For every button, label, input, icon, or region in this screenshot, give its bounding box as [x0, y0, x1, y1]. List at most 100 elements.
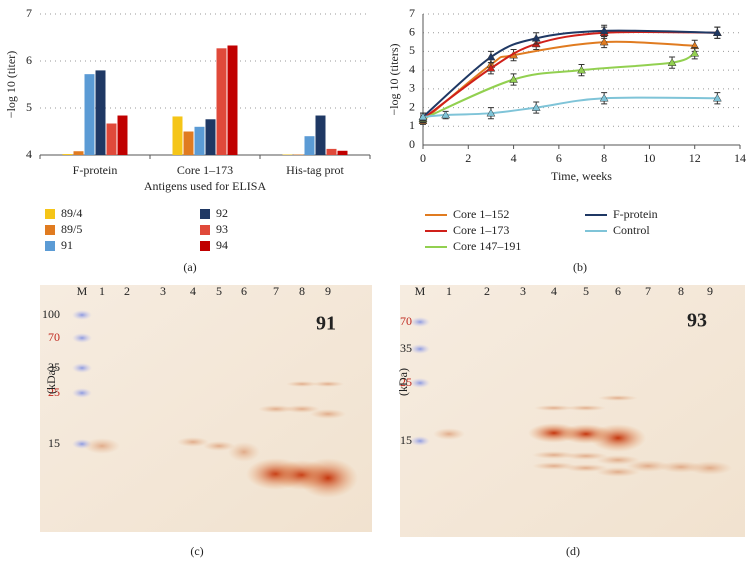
ladder-band [72, 363, 92, 373]
gel-band [298, 458, 358, 498]
point [712, 93, 722, 102]
x-tick-label: 0 [420, 151, 426, 165]
gel-band [312, 381, 344, 387]
legend-label: 94 [216, 238, 228, 252]
point [599, 26, 609, 35]
y-axis-label: −log 10 (titers) [387, 43, 401, 115]
bar [172, 116, 183, 155]
marker-label: 70 [400, 314, 412, 328]
lane-label: 2 [484, 284, 490, 298]
legend-label: Control [613, 223, 650, 237]
bar [205, 119, 216, 155]
lane-label: 9 [325, 284, 331, 298]
y-tick-label: 7 [26, 6, 32, 20]
gel-tag: 91 [316, 313, 336, 335]
lane-label: M [77, 284, 88, 298]
legend-label: 89/4 [61, 206, 82, 220]
lane-label: 8 [678, 284, 684, 298]
lane-label: 9 [707, 284, 713, 298]
series-line [422, 40, 695, 122]
y-tick-label: 2 [409, 99, 415, 113]
gel-band [564, 464, 608, 472]
lane-label: 6 [615, 284, 621, 298]
lane-label: 2 [124, 284, 130, 298]
gel-band [228, 442, 260, 462]
y-tick-label: 6 [409, 24, 415, 38]
gel-band [284, 405, 320, 413]
y-tick-label: 0 [409, 137, 415, 151]
point [712, 28, 722, 36]
bar [315, 115, 326, 155]
panel-label: (a) [183, 260, 196, 274]
panel-label: (c) [190, 544, 203, 558]
lane-label: 6 [241, 284, 247, 298]
gel-band [534, 405, 574, 411]
marker-label: 35 [48, 360, 60, 374]
legend-label: F-protein [613, 207, 658, 221]
legend-label: Core 147–191 [453, 239, 521, 253]
legend-label: 93 [216, 222, 228, 236]
y-tick-label: 4 [26, 147, 32, 161]
gel-band [310, 409, 346, 419]
x-tick-label: 4 [511, 151, 517, 165]
x-tick-label: 8 [601, 151, 607, 165]
panel-label: (d) [566, 544, 580, 558]
point [599, 37, 609, 46]
bar [216, 48, 227, 156]
bar [106, 123, 117, 155]
y-tick-label: 1 [409, 118, 415, 132]
marker-label: 25 [48, 385, 60, 399]
marker-label: 100 [42, 307, 60, 321]
bar [62, 154, 73, 155]
point [531, 33, 541, 42]
point [599, 93, 609, 102]
lane-label: 4 [551, 284, 557, 298]
point [486, 52, 496, 61]
gel-band [286, 381, 318, 387]
legend-label: Core 1–173 [453, 223, 509, 237]
x-tick-label: 2 [465, 151, 471, 165]
y-tick-label: 5 [26, 100, 32, 114]
ladder-band [410, 436, 430, 446]
y-tick-label: 3 [409, 81, 415, 95]
lane-label: 1 [99, 284, 105, 298]
point [486, 108, 496, 117]
gel-d-background [400, 285, 745, 537]
point [418, 112, 428, 121]
x-axis-label: Time, weeks [551, 169, 612, 183]
gel-band [626, 460, 670, 472]
point [486, 63, 496, 72]
ladder-band [72, 333, 92, 343]
marker-label: 25 [400, 375, 412, 389]
gel-band [203, 441, 235, 451]
gel-band [590, 424, 646, 452]
bar [73, 151, 84, 155]
gel-band [688, 461, 732, 475]
bar [84, 74, 95, 155]
lane-label: 3 [160, 284, 166, 298]
legend-label: 89/5 [61, 222, 82, 236]
lane-label: 7 [645, 284, 651, 298]
x-tick-label: 6 [556, 151, 562, 165]
point [531, 103, 541, 111]
bar [194, 126, 205, 155]
ladder-band [72, 310, 92, 320]
point [509, 74, 519, 83]
point [690, 48, 700, 57]
unit-label: (kDa) [44, 366, 58, 394]
legend-swatch [45, 225, 55, 235]
point [667, 58, 677, 66]
lane-label: 4 [190, 284, 196, 298]
x-tick-label: 14 [734, 151, 746, 165]
marker-label: 15 [48, 436, 60, 450]
y-tick-label: 4 [409, 62, 415, 76]
x-tick-label: 10 [643, 151, 655, 165]
lane-label: 1 [446, 284, 452, 298]
legend-label: Core 1–152 [453, 207, 509, 221]
legend-swatch [45, 241, 55, 251]
x-tick-label: His-tag prot [286, 163, 344, 177]
legend-swatch [200, 241, 210, 251]
gel-band [596, 455, 640, 465]
